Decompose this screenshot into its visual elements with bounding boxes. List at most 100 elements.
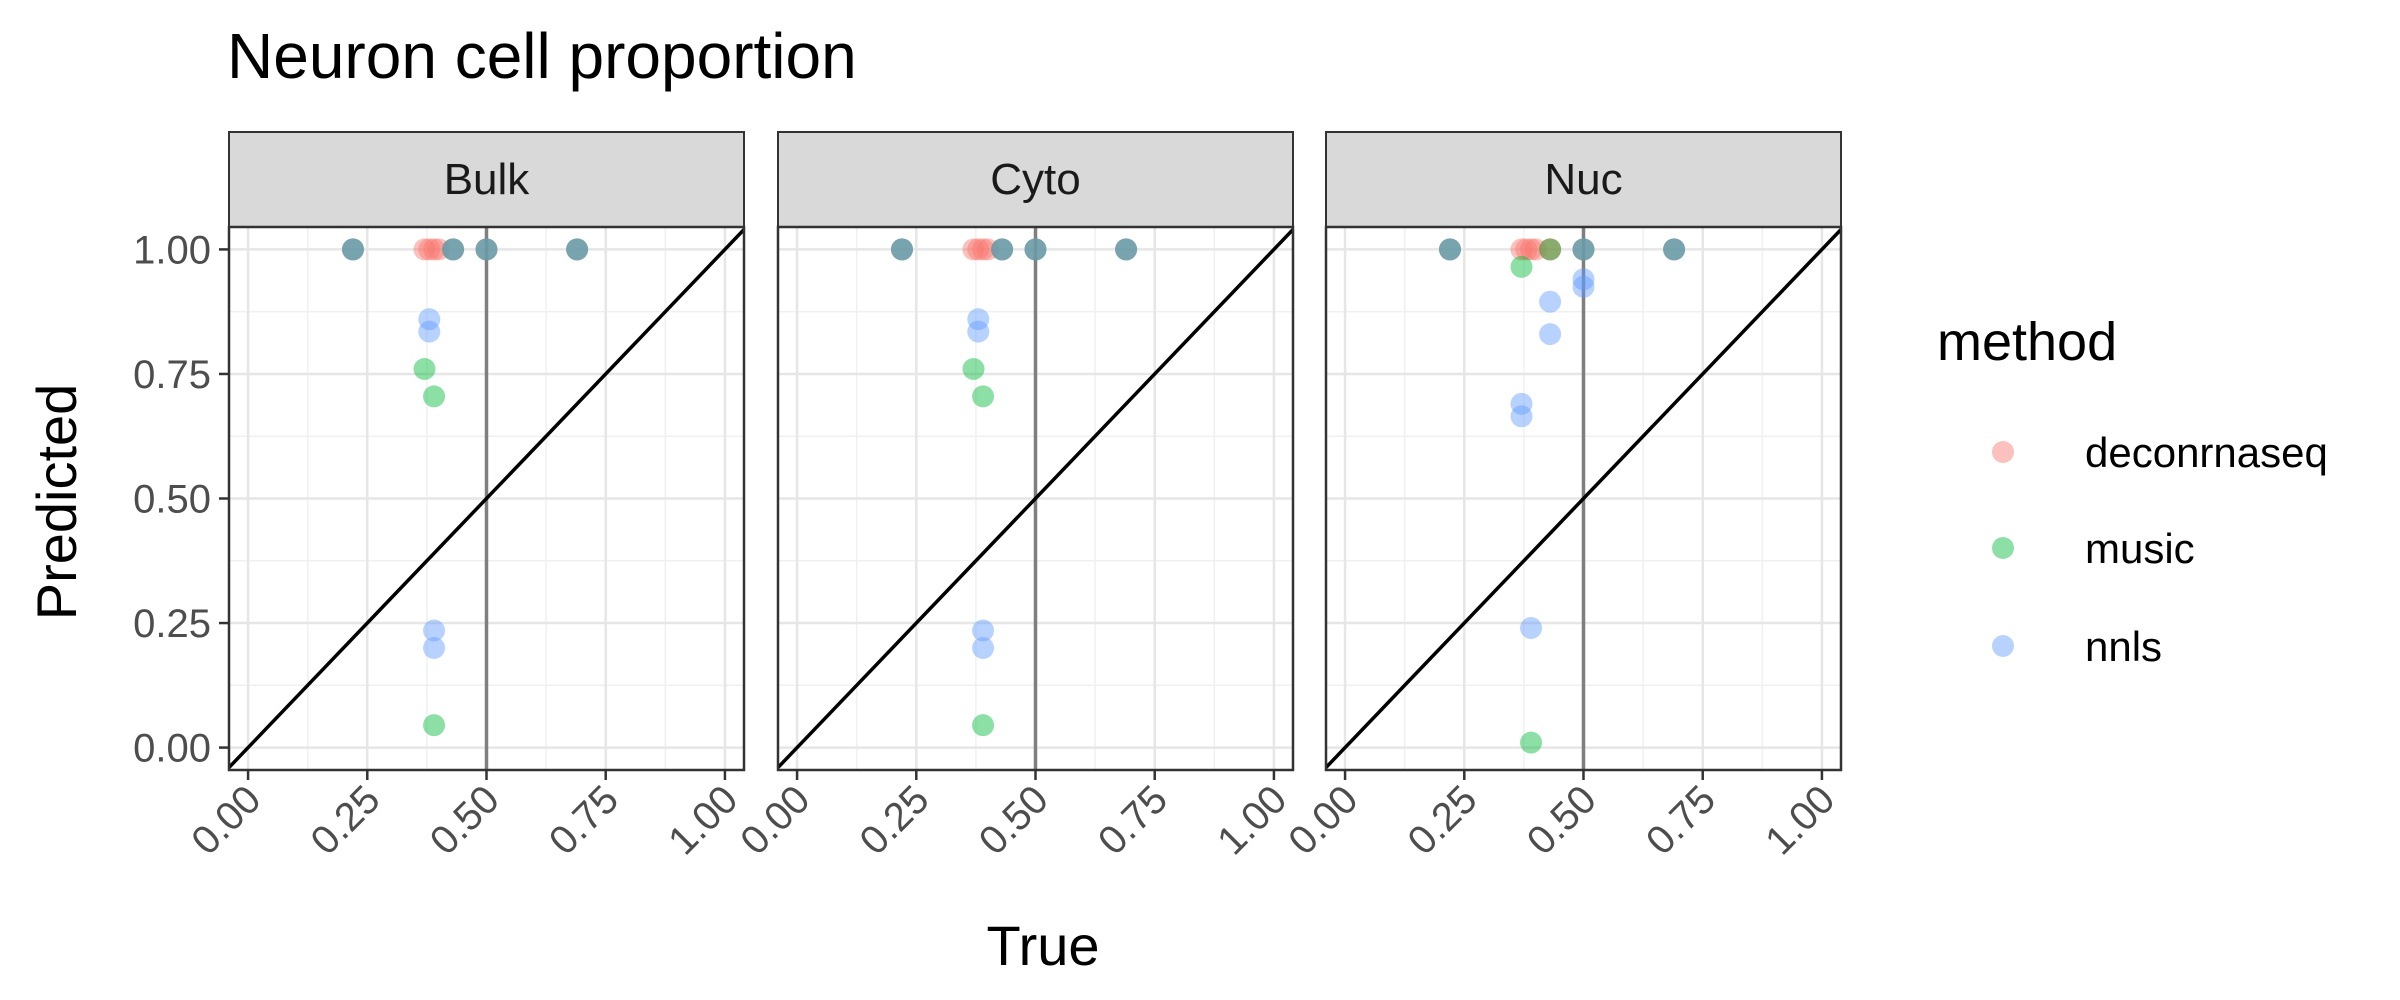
data-point-deconrnaseq [1539, 238, 1562, 261]
data-point-nnls [1572, 238, 1595, 261]
data-point-deconrnaseq [442, 238, 465, 261]
data-point-nnls [442, 238, 465, 261]
data-point-music [1024, 238, 1047, 261]
y-tick-label: 0.00 [133, 727, 211, 771]
facet-strip-label: Cyto [990, 155, 1080, 204]
data-point-deconrnaseq [475, 238, 498, 261]
y-tick-label: 1.00 [133, 228, 211, 272]
data-point-deconrnaseq [890, 238, 913, 261]
data-point-music [1520, 731, 1543, 754]
data-point-deconrnaseq [1438, 238, 1461, 261]
data-point-music [1438, 238, 1461, 261]
data-point-deconrnaseq [418, 238, 441, 261]
data-point-nnls [1438, 238, 1461, 261]
data-point-deconrnaseq [1115, 238, 1138, 261]
panel-bulk: Bulk 0.00 0.25 0.50 0.75 1.00 0.00 0.25 0.50 0.75… [133, 131, 746, 863]
facet-strip-label: Bulk [444, 155, 531, 204]
data-point-nnls [991, 238, 1014, 261]
data-point-nnls [890, 238, 913, 261]
data-point-music [341, 238, 364, 261]
x-tick-label: 0.25 [1399, 777, 1485, 863]
data-point-deconrnaseq [1572, 238, 1595, 261]
legend-key-deconrnaseq [1992, 441, 2014, 463]
data-point-nnls [475, 238, 498, 261]
data-point-music [1115, 238, 1138, 261]
facet-strip [1325, 131, 1842, 228]
data-point-music [423, 714, 446, 737]
data-point-nnls [1539, 323, 1562, 346]
data-point-deconrnaseq [566, 238, 589, 261]
x-tick-label: 1.00 [1757, 777, 1843, 863]
x-tick-label: 0.50 [971, 777, 1057, 863]
data-point-deconrnaseq [475, 238, 498, 261]
data-point-deconrnaseq [566, 238, 589, 261]
legend: method deconrnaseq music nnls [1937, 312, 2328, 670]
x-tick-label: 0.00 [183, 777, 269, 863]
data-point-nnls [967, 308, 990, 331]
data-point-nnls [1572, 275, 1595, 298]
data-point-music [1539, 238, 1562, 261]
x-tick-label: 0.00 [732, 777, 818, 863]
data-point-music [1663, 238, 1686, 261]
data-point-music [1572, 238, 1595, 261]
data-point-nnls [1572, 268, 1595, 291]
legend-item-deconrnaseq: deconrnaseq [1992, 429, 2328, 476]
x-tick-label: 1.00 [1209, 777, 1295, 863]
data-point-deconrnaseq [1438, 238, 1461, 261]
legend-label-nnls: nnls [2085, 623, 2162, 670]
data-point-nnls [1520, 617, 1543, 640]
data-point-music [1510, 255, 1533, 278]
facet-strip [228, 131, 745, 228]
data-point-nnls [1539, 290, 1562, 313]
data-point-music [972, 714, 995, 737]
legend-label-deconrnaseq: deconrnaseq [2085, 429, 2328, 476]
data-point-deconrnaseq [1663, 238, 1686, 261]
legend-key-music [1992, 537, 2014, 559]
data-point-nnls [972, 636, 995, 659]
data-point-deconrnaseq [1663, 238, 1686, 261]
data-point-nnls [418, 308, 441, 331]
data-point-music [962, 357, 985, 380]
data-point-deconrnaseq [890, 238, 913, 261]
data-point-music [972, 385, 995, 408]
data-point-deconrnaseq [1024, 238, 1047, 261]
legend-key-nnls [1992, 635, 2014, 657]
data-point-music [423, 385, 446, 408]
data-point-deconrnaseq [991, 238, 1014, 261]
data-point-deconrnaseq [341, 238, 364, 261]
x-tick-label: 0.75 [541, 777, 627, 863]
legend-label-music: music [2085, 525, 2195, 572]
data-point-deconrnaseq [1515, 238, 1538, 261]
data-point-music [413, 357, 436, 380]
facet-strip [777, 131, 1294, 228]
data-point-music [991, 238, 1014, 261]
data-point-nnls [566, 238, 589, 261]
data-point-deconrnaseq [962, 238, 985, 261]
data-point-deconrnaseq [967, 238, 990, 261]
data-point-deconrnaseq [427, 238, 450, 261]
data-point-deconrnaseq [442, 238, 465, 261]
data-point-deconrnaseq [1572, 238, 1595, 261]
data-point-deconrnaseq [1024, 238, 1047, 261]
data-point-deconrnaseq [341, 238, 364, 261]
data-point-nnls [1663, 238, 1686, 261]
data-point-deconrnaseq [413, 238, 436, 261]
chart-title: Neuron cell proportion [227, 20, 857, 92]
data-point-music [475, 238, 498, 261]
data-point-nnls [423, 636, 446, 659]
x-tick-label: 0.00 [1280, 777, 1366, 863]
x-tick-label: 0.75 [1638, 777, 1724, 863]
panel-cyto: Cyto 0.00 0.25 0.50 0.75 1.00 [732, 131, 1295, 863]
panel-nuc: Nuc 0.00 0.25 0.50 0.75 1.00 [1280, 131, 1843, 863]
x-tick-label: 0.50 [1519, 777, 1605, 863]
data-point-deconrnaseq [1510, 238, 1533, 261]
x-axis-title: True [986, 914, 1099, 977]
y-axis-title: Predicted [25, 384, 88, 621]
data-point-nnls [418, 320, 441, 343]
data-point-deconrnaseq [976, 238, 999, 261]
data-point-nnls [341, 238, 364, 261]
data-point-nnls [1115, 238, 1138, 261]
data-point-deconrnaseq [423, 238, 446, 261]
x-tick-label: 0.25 [302, 777, 388, 863]
